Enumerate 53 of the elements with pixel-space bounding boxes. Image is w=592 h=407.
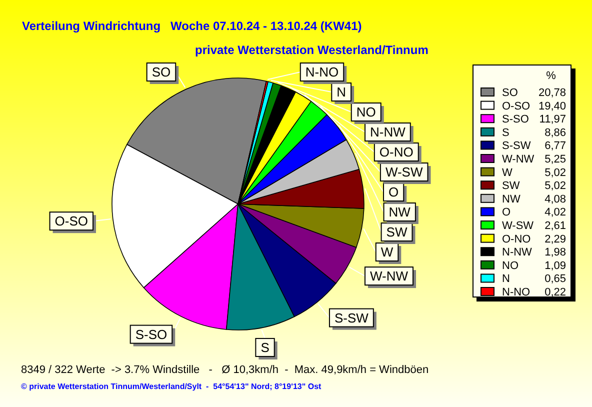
legend-label: O-NO (502, 233, 532, 246)
text: 8349 / 322 Werte -> 3.7% Windstille - Ø 10,3km/h - Max. 49,9km/h = Windböen (21, 364, 429, 376)
slice-label: NO (356, 104, 376, 120)
slice-label: SO (152, 64, 171, 80)
slice-label: W-NW (370, 268, 409, 284)
slice-label: O-SO (54, 214, 88, 229)
slice-label: NW (388, 204, 412, 220)
slice-label: W-SW (385, 164, 424, 180)
data-label: 20,78 (538, 87, 566, 99)
legend-label: NW (502, 193, 521, 206)
data-label: 8,86 (544, 126, 566, 139)
legend-label: W (502, 166, 513, 179)
data-label: 5,25 (544, 154, 566, 166)
legend-label: S (502, 126, 510, 139)
data-label: 19,40 (538, 100, 566, 112)
legend-label: O-SO (502, 100, 531, 112)
data-label: 1,09 (544, 260, 566, 272)
data-label: 11,97 (539, 114, 566, 126)
legend-label: W-NW (502, 154, 535, 166)
slice-label: O-NO (379, 144, 414, 160)
legend-label: S-SO (502, 114, 530, 126)
slice-label: O (388, 184, 399, 200)
legend-label: N (502, 273, 510, 286)
data-label: 2,29 (544, 233, 566, 246)
legend-label: SW (502, 180, 520, 192)
text: © private Wetterstation Tinnum/Westerland/Sylt - 54°54'13" Nord; 8°19'13" Ost (21, 382, 322, 391)
chart-title: Verteilung Windrichtung Woche 07.10.24 - 13.10.24 (KW41) (22, 19, 362, 33)
legend-label: N-NO (502, 286, 531, 298)
legend-label: O (502, 206, 511, 219)
data-label: 2,61 (544, 220, 566, 232)
data-label: 5,02 (544, 180, 566, 192)
data-label: 4,08 (544, 193, 566, 206)
slice-label: S-SO (135, 326, 168, 342)
slice-label: SW (386, 224, 408, 240)
slice-label: W (380, 244, 394, 260)
data-label: 5,02 (544, 166, 566, 179)
legend-label: W-SW (502, 220, 534, 232)
legend-label: SO (502, 87, 518, 99)
data-label: 1,98 (544, 246, 566, 259)
legend-title: % (546, 70, 556, 82)
data-label: 0,22 (544, 286, 566, 298)
slice-label: S (260, 340, 270, 356)
legend-label: S-SW (502, 140, 532, 152)
data-label: 0,65 (544, 273, 566, 286)
slice-label: S-SW (334, 310, 370, 326)
data-label: 6,77 (544, 140, 566, 152)
chart-subtitle: private Wetterstation Westerland/Tinnum (195, 43, 428, 57)
legend-label: NO (502, 260, 519, 272)
slice-label: N-NW (370, 124, 406, 140)
data-label: 4,02 (544, 206, 566, 219)
slice-label: N (336, 84, 346, 100)
legend-label: N-NW (502, 246, 533, 259)
slice-label: N-NO (305, 64, 339, 80)
